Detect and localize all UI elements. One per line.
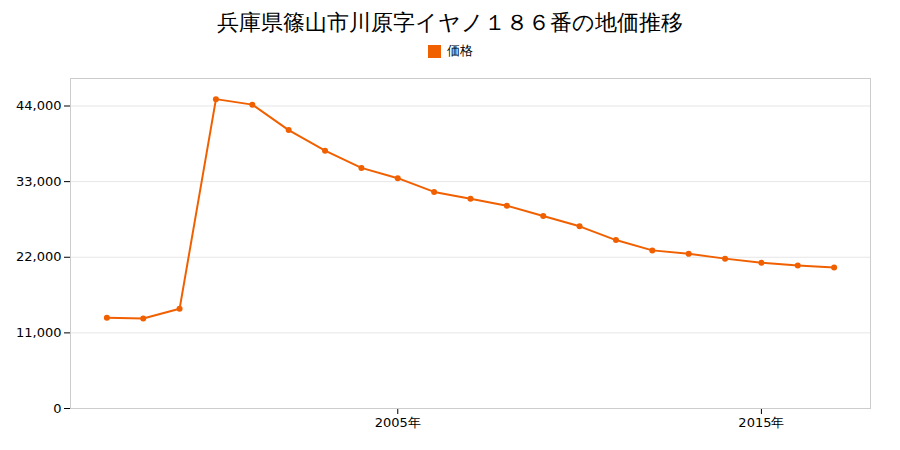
svg-text:2015年: 2015年 — [738, 415, 784, 430]
svg-text:0: 0 — [53, 401, 61, 416]
svg-text:11,000: 11,000 — [16, 325, 62, 340]
html-text:価格: 価格 — [446, 43, 473, 58]
svg-text:22,000: 22,000 — [16, 249, 62, 264]
html-text:兵庫県篠山市川原字イヤノ１８６番の地価推移: 兵庫県篠山市川原字イヤノ１８６番の地価推移 — [217, 10, 683, 35]
svg-text:33,000: 33,000 — [16, 174, 62, 189]
svg-text:2005年: 2005年 — [375, 415, 421, 430]
svg-text:44,000: 44,000 — [16, 98, 62, 113]
